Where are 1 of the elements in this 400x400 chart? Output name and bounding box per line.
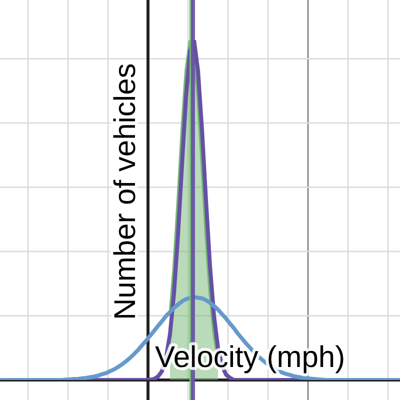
y-axis-title: Number of vehicles <box>109 63 142 320</box>
